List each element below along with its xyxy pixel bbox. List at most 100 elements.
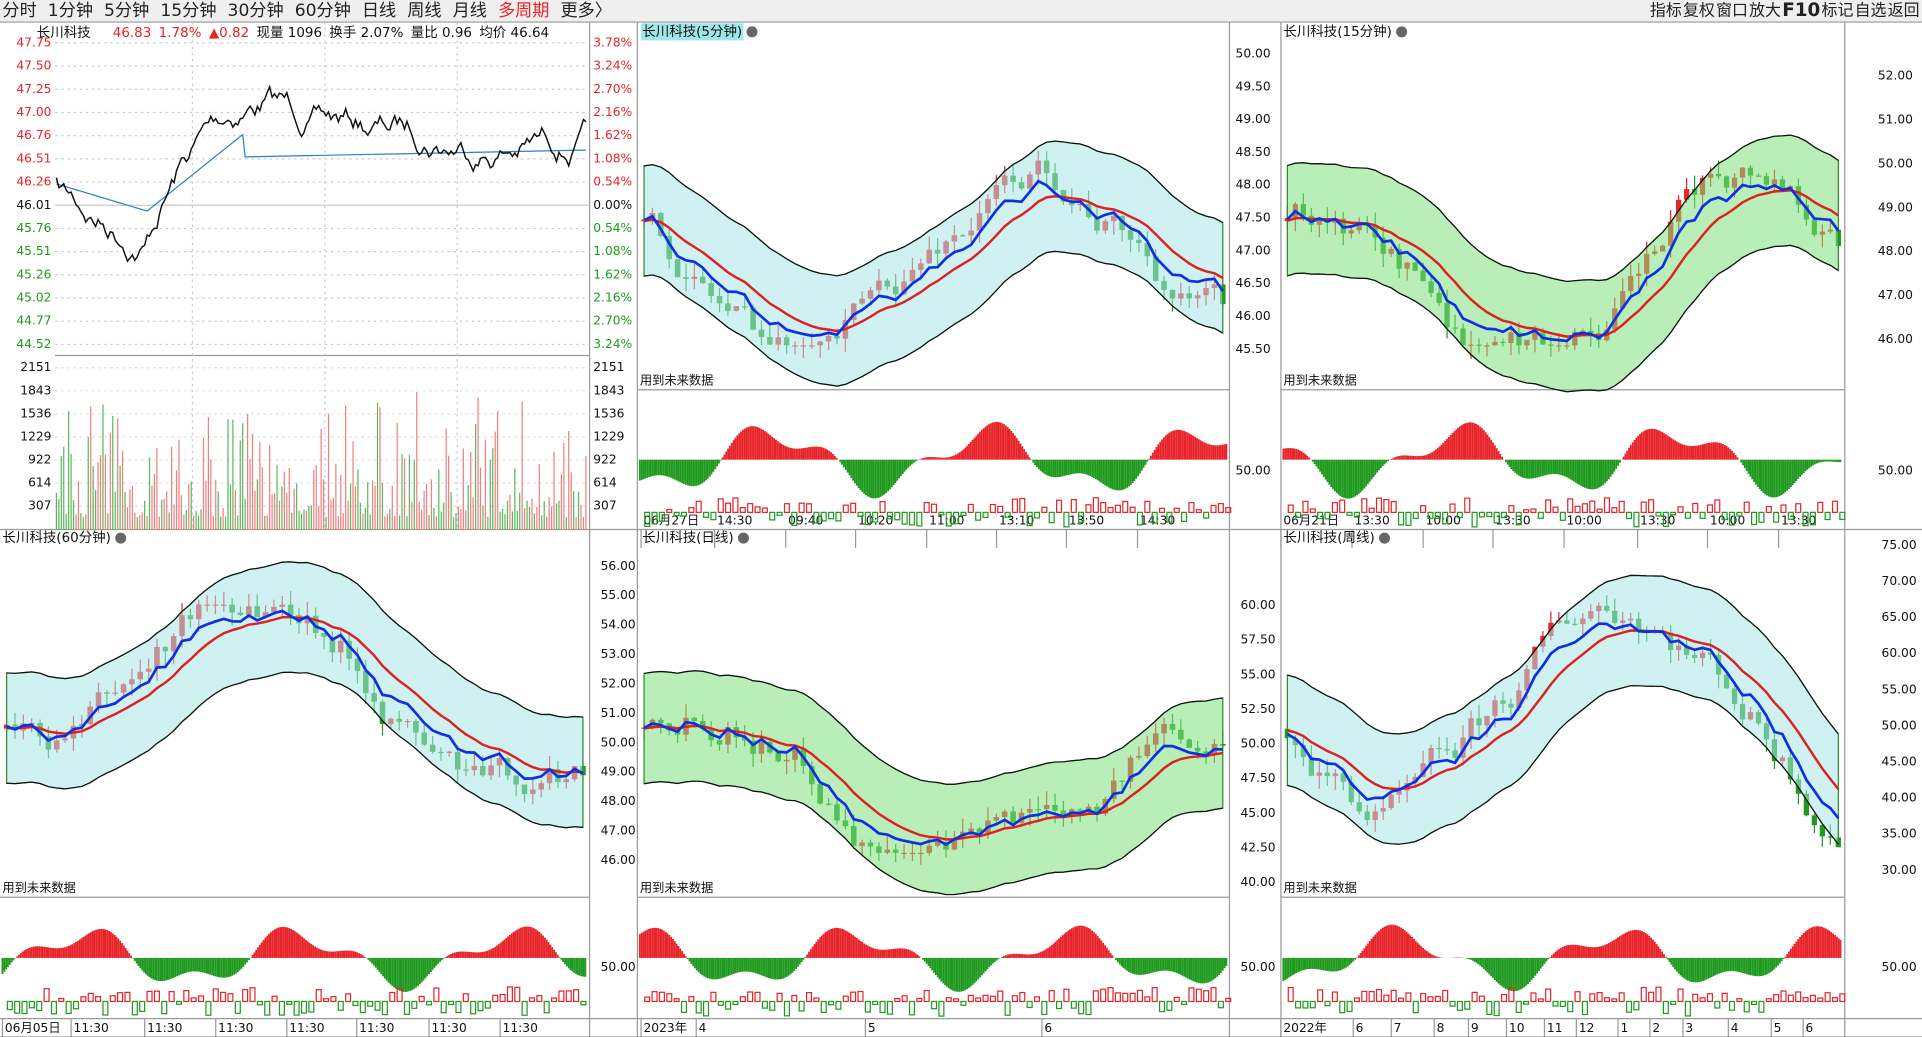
period-tab[interactable]: 5分钟	[104, 1, 149, 21]
sub-bar	[651, 991, 658, 1003]
period-tab[interactable]: 月线	[453, 1, 487, 21]
sub-bar	[1375, 988, 1383, 1003]
period-tab[interactable]: 60分钟	[295, 1, 351, 21]
sub-bar	[1728, 511, 1736, 526]
sub-bar	[153, 990, 160, 1003]
sub-bar	[1122, 992, 1129, 1003]
price-axis-label: 47.00	[1878, 288, 1913, 302]
sub-bar	[930, 1000, 938, 1010]
title-menu[interactable]	[115, 532, 127, 544]
tool-button[interactable]: 返回	[1888, 1, 1920, 20]
sub-bar	[1596, 992, 1603, 1003]
sub-bar	[945, 511, 952, 527]
sub-bar	[1309, 1000, 1316, 1009]
sub-bar	[573, 989, 580, 1003]
period-tab[interactable]: 更多〉	[561, 1, 612, 21]
sub-axis-label: 50.00	[1878, 463, 1913, 477]
sub-bar	[908, 511, 916, 526]
x-tick-label: 8	[1437, 1021, 1445, 1035]
trend-line	[1286, 183, 1840, 343]
sub-bar	[1041, 1000, 1048, 1016]
tool-button[interactable]: 指标	[1650, 1, 1682, 20]
panel-title: 长川科技(周线)	[1283, 530, 1374, 546]
price-tick: 44.77	[16, 314, 51, 328]
period-tab[interactable]: 30分钟	[228, 1, 284, 21]
sub-bar	[879, 501, 886, 513]
price-axis-label: 48.00	[601, 794, 636, 808]
sub-axis-label: 50.00	[1236, 463, 1271, 477]
sub-bar	[894, 511, 901, 521]
x-tick-label: 4	[699, 1021, 707, 1035]
lower-band	[1287, 244, 1839, 393]
sub-bar	[1144, 500, 1151, 513]
sub-bar	[1449, 503, 1456, 513]
title-menu[interactable]	[746, 26, 758, 38]
sub-bar	[227, 993, 234, 1003]
sub-bar	[499, 993, 506, 1003]
sub-bar	[695, 1000, 702, 1014]
price-axis-label: 45.50	[1236, 342, 1271, 356]
period-tab[interactable]: 15分钟	[160, 1, 216, 21]
tool-button[interactable]: F10	[1782, 0, 1820, 21]
sub-bar	[791, 511, 798, 527]
sub-bar	[1589, 500, 1596, 513]
volume-tick: 614	[28, 476, 52, 490]
period-tab[interactable]: 1分钟	[48, 1, 93, 21]
sub-bar	[828, 1000, 835, 1006]
sub-bar	[1670, 511, 1677, 516]
period-tab[interactable]: 周线	[407, 1, 441, 21]
tool-button[interactable]: 自选	[1855, 1, 1887, 20]
x-tick-label: 11	[1547, 1021, 1563, 1035]
sub-bar	[702, 1000, 710, 1017]
candle-body	[1819, 825, 1825, 837]
candle-body	[1803, 793, 1810, 816]
title-menu[interactable]	[1378, 532, 1391, 544]
price-tick: 46.51	[16, 151, 51, 165]
sub-bar	[1158, 1000, 1166, 1013]
sub-bar	[1339, 499, 1346, 513]
tool-button[interactable]: 复权	[1683, 1, 1715, 20]
period-tab[interactable]: 日线	[362, 1, 396, 21]
x-tick-label: 3	[1685, 1021, 1693, 1035]
sub-bar	[1405, 992, 1412, 1003]
sub-bar	[1434, 511, 1441, 519]
tool-button[interactable]: 标记	[1822, 1, 1854, 20]
sub-bar	[1346, 1000, 1353, 1013]
sub-bar	[506, 986, 513, 1003]
sub-bar	[1217, 503, 1224, 513]
x-tick-label: 9	[1471, 1021, 1479, 1035]
sub-bar	[1736, 998, 1743, 1003]
tool-button[interactable]: 窗口	[1716, 1, 1748, 20]
x-tick-label: 11:30	[218, 1021, 253, 1035]
price-tick: 47.75	[16, 35, 51, 49]
toolbar-bg	[0, 0, 1922, 23]
title-menu[interactable]	[737, 532, 749, 544]
period-tab[interactable]: 分时	[2, 1, 36, 21]
price-axis-label: 49.00	[1236, 112, 1271, 126]
price-tick: 46.01	[16, 198, 51, 212]
price-axis-label: 55.00	[1882, 682, 1917, 696]
sub-bar	[1809, 511, 1816, 526]
future-data-note: 用到未来数据	[640, 373, 713, 388]
sub-bar	[1442, 511, 1449, 525]
price-axis-label: 51.00	[1878, 112, 1913, 126]
tool-button[interactable]: 放大	[1749, 1, 1781, 20]
sub-bar	[1353, 511, 1360, 518]
sub-bar	[1699, 997, 1706, 1003]
sub-bar	[798, 502, 805, 513]
title-menu[interactable]	[1396, 26, 1408, 38]
sub-bar	[732, 497, 739, 513]
sub-bar	[644, 996, 651, 1003]
pct-tick: 1.08%	[593, 151, 632, 165]
sub-bar	[680, 511, 688, 517]
volume-tick: 1843	[593, 383, 624, 397]
sub-bar	[953, 511, 960, 525]
sub-bar	[673, 998, 680, 1003]
sub-bar	[791, 994, 798, 1003]
price-tick: 45.76	[16, 221, 51, 235]
period-tab[interactable]: 多周期	[498, 1, 549, 21]
sub-bar	[389, 991, 396, 1003]
sub-bar	[783, 503, 791, 513]
sub-bar	[1780, 504, 1787, 513]
sub-bar	[1655, 511, 1662, 517]
